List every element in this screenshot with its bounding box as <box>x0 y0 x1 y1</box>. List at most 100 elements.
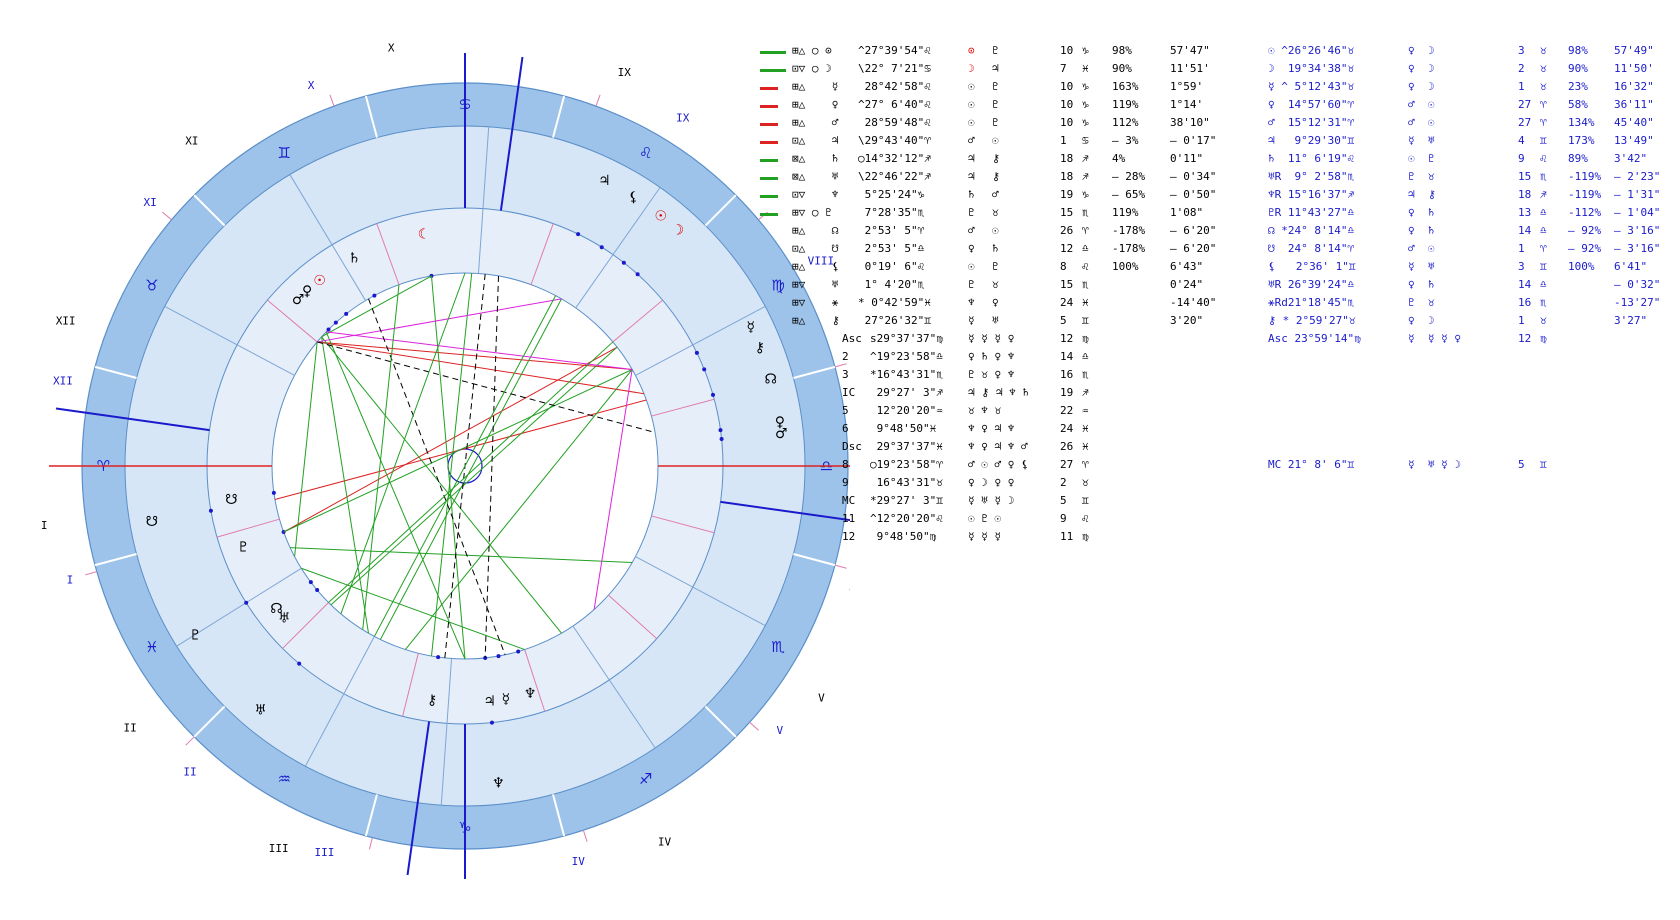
transit-position: ⚷ * 2°59'27"♉ <box>1268 314 1356 327</box>
transit-position: ♀ 14°57'60"♈ <box>1268 98 1355 111</box>
natal-wheel: ♋♊♉♈♓♒♑♐♏♎♍♌XIXXIXIIIIIIIIIVVVIVIIVIIIXI… <box>41 41 850 879</box>
cusp-label: MC <box>842 494 856 507</box>
decan-glyph: ♉ <box>1540 62 1547 75</box>
aspect-line <box>362 284 400 630</box>
strength-percent: 119% <box>1112 206 1139 219</box>
zodiac-sign-glyph: ♉ <box>145 276 158 294</box>
cusp-label: 5 <box>842 404 849 417</box>
decan-glyph: ♍ <box>1540 332 1547 345</box>
strength-percent: 23% <box>1568 80 1588 93</box>
house-number: 2 <box>1060 476 1067 489</box>
decan-glyph: ♌ <box>1082 512 1089 525</box>
orb-value: 3'20" <box>1170 314 1204 327</box>
aspect-line <box>404 369 633 650</box>
cusp-rulers: ☿ ☿ ☿ <box>968 530 1002 543</box>
decan-glyph: ♎ <box>1540 278 1547 291</box>
outer-house-label: VIII <box>808 255 835 268</box>
decan-glyph: ♐ <box>1082 386 1089 399</box>
transit-position: ⚹Rd21°18'45"♏ <box>1268 296 1355 309</box>
decan-glyph: ♉ <box>1540 80 1547 93</box>
cusp-position: *29°27' 3"♊ <box>870 494 943 507</box>
inner-cusp-line <box>651 515 715 534</box>
ruler: ♄ <box>968 188 975 201</box>
orb-value: – 6'20" <box>1170 224 1217 237</box>
strength-percent: 98% <box>1112 44 1132 57</box>
outer-house-label: V <box>777 724 784 737</box>
inner-cusp-line <box>216 518 280 538</box>
house-number: 15 <box>1518 170 1532 183</box>
aspect-symbols: ⊞△ ⚷ <box>792 314 840 327</box>
house-number: 18 <box>1060 152 1074 165</box>
transit-rulers: ♀ ☽ <box>1408 62 1435 75</box>
strength-percent: 173% <box>1568 134 1595 147</box>
cusp-label: Asc <box>842 332 862 345</box>
transit-position: ♃ 9°29'30"♊ <box>1268 134 1355 147</box>
planet-position: ^27° 6'40"♌ <box>858 98 931 111</box>
house-number: 7 <box>1060 62 1067 75</box>
outer-planet-glyph: ♅ <box>254 703 267 719</box>
house-number: 16 <box>1518 296 1532 309</box>
strength-bar <box>760 87 778 90</box>
cusp-rulers: ♇ ♉ ♀ ♆ <box>968 368 1015 381</box>
planet-dot <box>489 720 494 725</box>
aspect-symbols: ⊞△ ♂ <box>792 116 839 129</box>
house-number: 4 <box>1518 134 1525 147</box>
inner-planet-glyph: ♇ <box>237 540 250 556</box>
aspect-line <box>326 331 633 370</box>
orb-value: 3'27" <box>1614 314 1648 327</box>
orb-value: -13'27" <box>1614 296 1661 309</box>
transit-position: ♆R 15°16'37"♐ <box>1268 188 1355 201</box>
house-cusp-line <box>477 126 490 274</box>
strength-bar <box>760 141 778 144</box>
house-cusp-line <box>635 305 766 376</box>
aspect-symbols: ⊞△ ♀ <box>792 98 839 111</box>
decan-glyph: ♎ <box>1082 242 1089 255</box>
decan-glyph: ♎ <box>1082 350 1089 363</box>
outer-house-label: III <box>314 846 334 859</box>
decan-glyph: ♊ <box>1540 134 1547 147</box>
inner-planet-glyph: ♃ <box>483 694 496 710</box>
ruler: ♂ <box>968 224 975 237</box>
cusp-label: 6 <box>842 422 849 435</box>
decan-glyph: ♌ <box>1082 260 1089 273</box>
planet-position: 27°26'32"♊ <box>858 314 931 327</box>
strength-percent: 100% <box>1568 260 1595 273</box>
transit-position: ⚸ 2°36' 1"♊ <box>1268 260 1356 273</box>
ruler: ♀ <box>992 296 999 309</box>
transit-rulers: ♂ ☉ <box>1408 242 1435 255</box>
cusp-rulers: ♂ ☉ ♂ ♀ ⚸ <box>968 458 1030 471</box>
axis-line <box>499 56 524 211</box>
inner-planet-glyph: ☊ <box>270 601 282 617</box>
strength-percent: -119% <box>1568 188 1602 201</box>
house-number: 14 <box>1518 278 1532 291</box>
planet-dot <box>635 272 640 277</box>
outer-planet-glyph: ♃ <box>598 173 611 189</box>
aspect-symbols: ⊞△ ☊ <box>792 224 839 237</box>
axis-line <box>406 721 431 876</box>
decan-glyph: ♊ <box>1082 314 1089 327</box>
sign-divider <box>704 705 737 738</box>
ruler: ⚷ <box>992 152 1001 165</box>
cusp-rulers: ☉ ♇ ☉ <box>968 512 1002 525</box>
orb-value: – 0'17" <box>1170 134 1217 147</box>
planet-dot <box>719 437 724 442</box>
strength-bar <box>760 105 778 108</box>
inner-planet-glyph: ☾ <box>418 227 431 243</box>
decan-glyph: ♑ <box>1082 116 1089 129</box>
aspect-line <box>340 272 466 615</box>
orb-value: – 6'20" <box>1170 242 1217 255</box>
house-number: 12 <box>1060 242 1074 255</box>
sign-divider <box>552 95 566 138</box>
transit-position: ♇R 11°43'27"♎ <box>1268 206 1355 219</box>
cusp-label: 2 <box>842 350 849 363</box>
strength-bar <box>760 195 778 198</box>
orb-value: 0'11" <box>1170 152 1204 165</box>
transit-rulers: ♃ ⚷ <box>1408 188 1436 201</box>
house-cusp-line <box>440 658 453 806</box>
cusp-label: 9 <box>842 476 849 489</box>
decan-glyph: ♉ <box>1082 476 1089 489</box>
house-number: 19 <box>1060 188 1074 201</box>
house-number: 22 <box>1060 404 1074 417</box>
transit-rulers: ♀ ☽ <box>1408 314 1435 327</box>
cusp-position: 9°48'50"♍ <box>870 530 937 543</box>
